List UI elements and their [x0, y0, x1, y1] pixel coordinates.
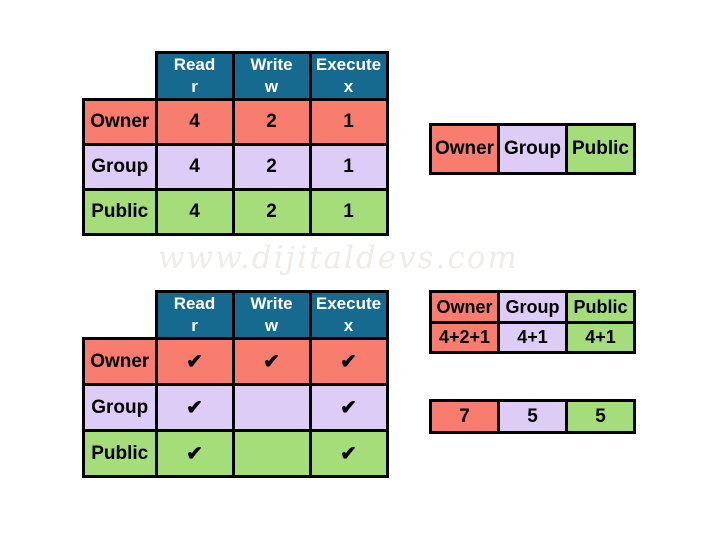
empty-corner-cell	[84, 292, 157, 339]
owner-write-value: 2	[231, 98, 312, 147]
col-header-execute: Execute x	[308, 289, 389, 341]
col-header-write-title: Write	[250, 55, 293, 74]
legend-owner-cell: Owner	[429, 123, 500, 175]
group-write-check	[231, 383, 312, 433]
row-label-group: Group	[82, 143, 158, 192]
row-label-group: Group	[82, 383, 158, 433]
site-watermark: www.dijitaldevs.com	[158, 240, 519, 276]
public-execute-check: ✔	[308, 429, 389, 479]
group-write-value: 2	[231, 143, 312, 192]
col-header-read: Read r	[154, 289, 235, 341]
col-header-execute-letter: x	[343, 77, 354, 97]
col-header-execute-letter: x	[343, 316, 354, 336]
owner-read-value: 4	[154, 98, 235, 147]
octal-result-row: 7 5 5	[429, 399, 636, 434]
col-header-execute-title: Execute	[315, 55, 382, 74]
public-read-check: ✔	[154, 429, 235, 479]
group-execute-value: 1	[308, 143, 389, 192]
row-label-public: Public	[82, 188, 158, 237]
owner-read-check: ✔	[154, 337, 235, 387]
group-read-value: 4	[154, 143, 235, 192]
public-read-value: 4	[154, 188, 235, 237]
public-write-check	[231, 429, 312, 479]
col-header-write-letter: w	[264, 77, 279, 97]
permission-numbers-table: Read r Write w Execute x Owner 4 2 1 Gro…	[82, 50, 389, 237]
sum-public-expression: 4+1	[565, 321, 636, 354]
public-execute-value: 1	[308, 188, 389, 237]
row-label-public: Public	[82, 429, 158, 479]
col-header-read-title: Read	[173, 55, 216, 74]
col-header-read-title: Read	[173, 294, 216, 313]
col-header-write: Write w	[231, 50, 312, 102]
col-header-write: Write w	[231, 289, 312, 341]
user-classes-legend-row: Owner Group Public	[429, 123, 636, 175]
sum-header-owner: Owner	[429, 290, 500, 324]
col-header-read-letter: r	[191, 77, 198, 97]
sum-header-public: Public	[565, 290, 636, 324]
col-header-read-letter: r	[191, 316, 198, 336]
col-header-write-letter: w	[264, 316, 279, 336]
result-public-value: 5	[565, 399, 636, 434]
col-header-write-title: Write	[250, 294, 293, 313]
sum-owner-expression: 4+2+1	[429, 321, 500, 354]
permission-sum-table: Owner Group Public 4+2+1 4+1 4+1	[429, 290, 636, 354]
empty-corner-cell	[84, 53, 157, 100]
row-label-owner: Owner	[82, 98, 158, 147]
group-read-check: ✔	[154, 383, 235, 433]
sum-group-expression: 4+1	[497, 321, 568, 354]
public-write-value: 2	[231, 188, 312, 237]
group-execute-check: ✔	[308, 383, 389, 433]
result-group-value: 5	[497, 399, 568, 434]
owner-write-check: ✔	[231, 337, 312, 387]
permission-checkmarks-table: Read r Write w Execute x Owner ✔ ✔ ✔ Gro…	[82, 289, 389, 479]
col-header-execute-title: Execute	[315, 294, 382, 313]
owner-execute-check: ✔	[308, 337, 389, 387]
legend-public-cell: Public	[565, 123, 636, 175]
row-label-owner: Owner	[82, 337, 158, 387]
owner-execute-value: 1	[308, 98, 389, 147]
sum-header-group: Group	[497, 290, 568, 324]
col-header-read: Read r	[154, 50, 235, 102]
result-owner-value: 7	[429, 399, 500, 434]
legend-group-cell: Group	[497, 123, 568, 175]
col-header-execute: Execute x	[308, 50, 389, 102]
